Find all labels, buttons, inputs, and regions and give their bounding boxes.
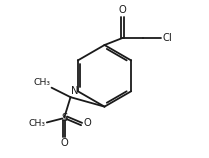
Text: O: O bbox=[60, 138, 68, 148]
Text: CH₃: CH₃ bbox=[33, 78, 50, 87]
Text: Cl: Cl bbox=[162, 33, 172, 43]
Text: CH₃: CH₃ bbox=[29, 119, 46, 128]
Text: O: O bbox=[119, 5, 126, 15]
Text: N: N bbox=[71, 86, 79, 96]
Text: S: S bbox=[61, 113, 67, 123]
Text: O: O bbox=[83, 118, 91, 128]
